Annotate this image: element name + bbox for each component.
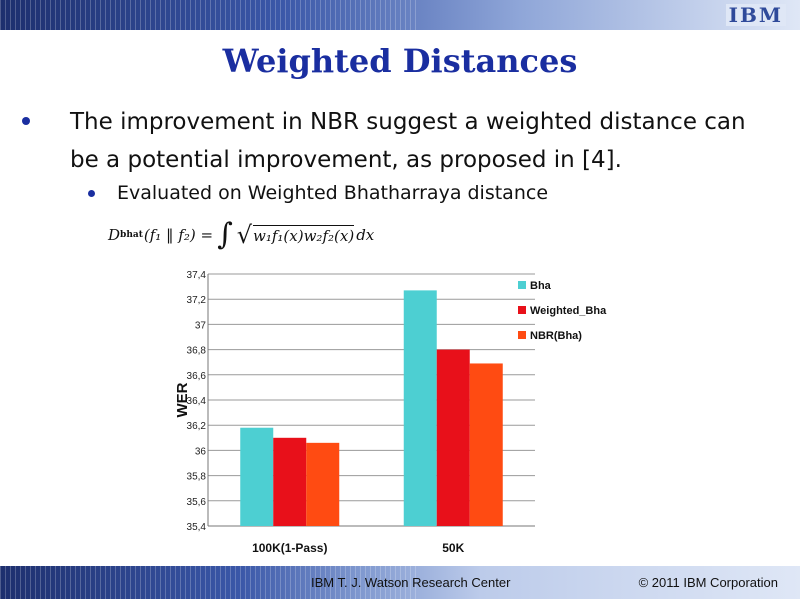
bullet-sub-text: Evaluated on Weighted Bhatharraya distan… [117, 182, 549, 204]
x-tick-label: 50K [442, 541, 464, 555]
y-tick-label: 36,6 [187, 371, 207, 382]
bullet-main-text: The improvement in NBR suggest a weighte… [70, 109, 746, 173]
y-tick-label: 37 [195, 320, 207, 331]
formula-radicand: w₁f₁(x)w₂f₂(x) [253, 225, 355, 245]
y-tick-label: 36 [195, 446, 207, 457]
sqrt-symbol: √ [236, 221, 253, 249]
y-tick-label: 35,6 [187, 497, 207, 508]
legend-label: Weighted_Bha [530, 305, 607, 317]
header-band: IBM [0, 0, 800, 30]
footer-band [0, 566, 800, 599]
y-tick-label: 37,4 [187, 270, 207, 281]
formula-dx: dx [356, 226, 375, 244]
formula-lhs-subscript: bhat [120, 230, 143, 240]
legend-swatch [518, 306, 526, 314]
slide-title: Weighted Distances [222, 42, 578, 80]
footer-center-text: IBM T. J. Watson Research Center [311, 575, 511, 590]
integral-symbol: ∫ [217, 217, 233, 252]
legend-label: Bha [530, 280, 552, 292]
y-tick-label: 35,8 [187, 472, 207, 483]
bar-bha [403, 290, 437, 526]
legend-swatch [518, 281, 526, 289]
legend-swatch [518, 331, 526, 339]
y-tick-label: 37,2 [187, 295, 207, 306]
x-tick-label: 100K(1-Pass) [252, 541, 327, 555]
bar-bha [240, 427, 274, 526]
y-tick-label: 35,4 [187, 522, 207, 533]
wer-bar-chart: 35,4 35,6 35,8 36 36,2 36,4 36,6 36,8 37 37,2 37,4… [174, 270, 607, 555]
formula-args: (f₁ ‖ f₂) = [143, 226, 214, 244]
footer-stripes [0, 566, 420, 599]
bullet-dot-icon [22, 117, 30, 125]
y-axis-label: WER [174, 382, 191, 417]
header-stripes [0, 0, 420, 30]
bullet-dot-icon [88, 190, 95, 197]
y-tick-label: 36,4 [187, 396, 207, 407]
bar-weighted-bha [273, 437, 307, 526]
footer-copyright: © 2011 IBM Corporation [638, 575, 778, 590]
y-tick-label: 36,2 [187, 421, 207, 432]
bar-nbr-bha- [306, 442, 340, 526]
formula-lhs: D [108, 226, 121, 244]
bar-nbr-bha- [469, 363, 503, 526]
ibm-logo: IBM [725, 4, 786, 26]
y-tick-label: 36,8 [187, 346, 207, 357]
bar-weighted-bha [436, 349, 470, 526]
legend-label: NBR(Bha) [530, 330, 582, 342]
